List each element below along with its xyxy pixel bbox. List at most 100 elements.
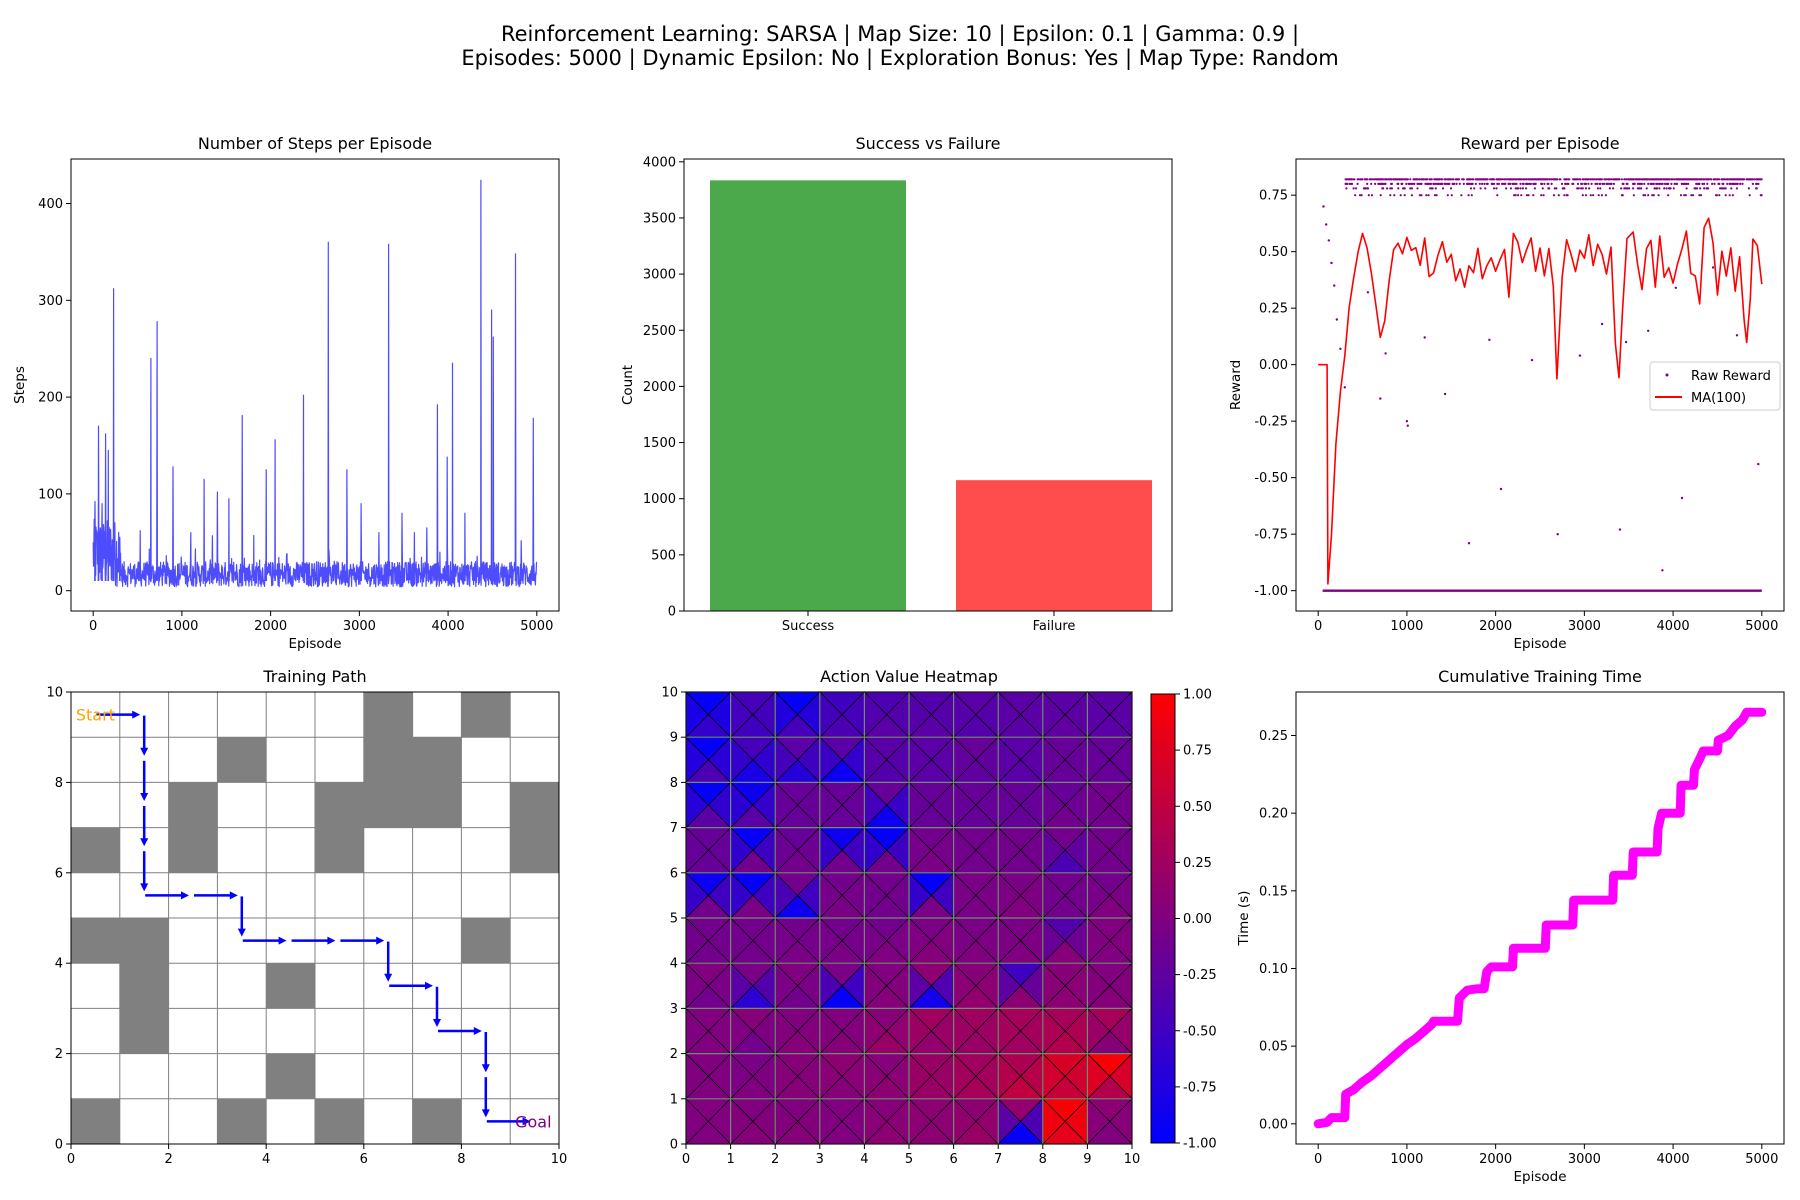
raw-reward-point bbox=[1584, 194, 1588, 197]
raw-reward-point bbox=[1741, 182, 1744, 185]
raw-reward-point bbox=[1473, 187, 1476, 190]
raw-reward-point bbox=[1601, 182, 1604, 185]
raw-reward-point bbox=[1427, 182, 1430, 185]
raw-reward-point bbox=[1427, 194, 1430, 197]
raw-reward-point bbox=[1718, 182, 1721, 185]
cumulative-training-time-plot: 0 1000 2000 3000 4000 5000 0.00 0.05 0.10 0.15 0.2… bbox=[1236, 667, 1785, 1185]
raw-reward-point bbox=[1606, 182, 1609, 185]
raw-reward-point bbox=[1350, 178, 1354, 181]
x-tick-label: 5000 bbox=[520, 619, 553, 634]
raw-reward-point bbox=[1661, 569, 1664, 572]
reward-per-episode-plot: 0 1000 2000 3000 4000 5000 -1.00 -0.75 -0.50 -0.2… bbox=[1228, 134, 1785, 652]
y-tick-label: 0 bbox=[668, 605, 676, 620]
raw-reward-point bbox=[1479, 187, 1482, 190]
raw-reward-point bbox=[1441, 178, 1444, 181]
obstacle-cell bbox=[461, 692, 511, 738]
raw-reward-point bbox=[1640, 182, 1643, 185]
raw-reward-point bbox=[1457, 178, 1461, 181]
raw-reward-point bbox=[1384, 352, 1387, 355]
y-tick-label: -1.00 bbox=[1254, 584, 1288, 599]
raw-reward-point bbox=[1584, 182, 1588, 185]
raw-reward-point bbox=[1578, 354, 1582, 357]
x-tick-label: Success bbox=[782, 619, 835, 634]
y-tick-label: 4000 bbox=[643, 155, 676, 170]
raw-reward-point bbox=[1542, 194, 1545, 197]
raw-reward-point bbox=[1589, 194, 1592, 197]
raw-reward-point bbox=[1370, 182, 1373, 185]
raw-reward-point bbox=[1533, 187, 1536, 190]
obstacle-cell bbox=[461, 918, 511, 964]
obstacle-cell bbox=[71, 1098, 120, 1144]
x-tick-label: 7 bbox=[994, 1152, 1002, 1167]
raw-reward-point bbox=[1472, 178, 1475, 181]
obstacle-cell bbox=[119, 963, 169, 1009]
y-tick-label: 0.20 bbox=[1259, 807, 1288, 822]
y-tick-label: 0.15 bbox=[1259, 884, 1288, 899]
raw-reward-point bbox=[1698, 194, 1701, 197]
raw-reward-point bbox=[1425, 194, 1428, 197]
raw-reward-point bbox=[1581, 187, 1584, 190]
obstacle-cell bbox=[363, 782, 413, 828]
figure-title-line-2: Episodes: 5000 | Dynamic Epsilon: No | E… bbox=[461, 46, 1338, 71]
raw-reward-point bbox=[1695, 187, 1699, 190]
path-arrow-head bbox=[327, 936, 336, 945]
raw-reward-point bbox=[1423, 336, 1426, 339]
raw-reward-point bbox=[1642, 194, 1645, 197]
raw-reward-point bbox=[1624, 187, 1627, 190]
x-tick-label: 8 bbox=[1039, 1152, 1047, 1167]
training-path-plot: Start Goal 0 2 4 6 8 10 0 2 4 6 8 10 Training Path bbox=[46, 667, 567, 1167]
raw-reward-point bbox=[1632, 187, 1635, 190]
raw-reward-point bbox=[1596, 187, 1599, 190]
raw-reward-point bbox=[1553, 187, 1556, 190]
raw-reward-point bbox=[1330, 261, 1333, 265]
raw-reward-point bbox=[1522, 182, 1525, 185]
legend-box bbox=[1649, 361, 1781, 411]
raw-reward-point bbox=[1458, 182, 1461, 185]
y-tick-label: 9 bbox=[670, 731, 678, 746]
raw-reward-point bbox=[1661, 182, 1664, 185]
raw-reward-point bbox=[1390, 187, 1393, 190]
x-tick-label: 3 bbox=[816, 1152, 824, 1167]
colorbar-tick-label: -0.75 bbox=[1183, 1080, 1217, 1095]
raw-reward-point bbox=[1402, 178, 1405, 181]
raw-reward-point bbox=[1514, 194, 1517, 197]
raw-reward-point bbox=[1348, 182, 1351, 185]
raw-reward-point bbox=[1671, 178, 1675, 181]
raw-reward-point bbox=[1600, 178, 1603, 181]
raw-reward-point bbox=[1718, 178, 1721, 181]
raw-reward-point bbox=[1659, 182, 1663, 185]
figure-title-line-1: Reinforcement Learning: SARSA | Map Size… bbox=[501, 22, 1299, 47]
raw-reward-point bbox=[1667, 194, 1670, 197]
raw-reward-point bbox=[1644, 194, 1647, 197]
raw-reward-point bbox=[1493, 187, 1496, 190]
raw-reward-point bbox=[1580, 187, 1583, 190]
raw-reward-point bbox=[1691, 194, 1695, 197]
x-tick-label: 0 bbox=[682, 1152, 690, 1167]
y-tick-label: 7 bbox=[670, 821, 678, 836]
raw-reward-point bbox=[1409, 187, 1412, 190]
raw-reward-point bbox=[1656, 182, 1659, 185]
raw-reward-point bbox=[1493, 182, 1496, 185]
raw-reward-point bbox=[1470, 194, 1473, 197]
raw-reward-point bbox=[1370, 194, 1374, 197]
raw-reward-point bbox=[1755, 187, 1758, 190]
raw-reward-point bbox=[1401, 182, 1404, 185]
raw-reward-point bbox=[1411, 182, 1414, 185]
raw-reward-point bbox=[1565, 178, 1568, 181]
colorbar-tick-label: 0.25 bbox=[1183, 856, 1212, 871]
raw-reward-point bbox=[1397, 187, 1400, 190]
y-tick-label: 0.25 bbox=[1259, 729, 1288, 744]
raw-reward-point bbox=[1622, 182, 1625, 185]
raw-reward-point bbox=[1416, 187, 1419, 190]
path-arrow-head bbox=[473, 1027, 482, 1035]
raw-reward-point bbox=[1665, 187, 1668, 190]
raw-reward-point bbox=[1604, 178, 1607, 181]
bar-failure bbox=[956, 480, 1152, 611]
raw-reward-point bbox=[1603, 182, 1606, 185]
y-tick-label: 8 bbox=[670, 776, 678, 791]
raw-reward-point bbox=[1468, 182, 1471, 185]
raw-reward-point bbox=[1608, 187, 1611, 190]
raw-reward-point bbox=[1448, 182, 1451, 185]
raw-reward-point bbox=[1680, 496, 1684, 500]
ma100-line bbox=[1318, 217, 1763, 585]
